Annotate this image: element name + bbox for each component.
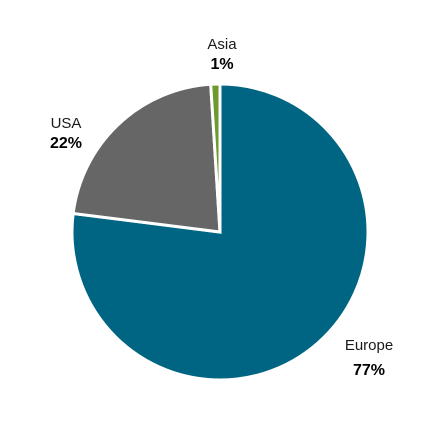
category-label-europe: Europe bbox=[345, 337, 393, 354]
category-label-asia: Asia bbox=[207, 36, 237, 53]
pie-slice-usa bbox=[71, 82, 222, 234]
value-label-europe: 77% bbox=[353, 362, 385, 379]
label-europe: Europe 77% bbox=[345, 337, 393, 379]
value-label-asia: 1% bbox=[210, 56, 233, 73]
category-label-usa: USA bbox=[51, 115, 82, 132]
pie-slices bbox=[70, 82, 370, 382]
label-usa: USA 22% bbox=[50, 115, 82, 152]
pie-slice-asia bbox=[209, 82, 222, 233]
value-label-usa: 22% bbox=[50, 135, 82, 152]
label-asia: Asia 1% bbox=[207, 36, 237, 73]
